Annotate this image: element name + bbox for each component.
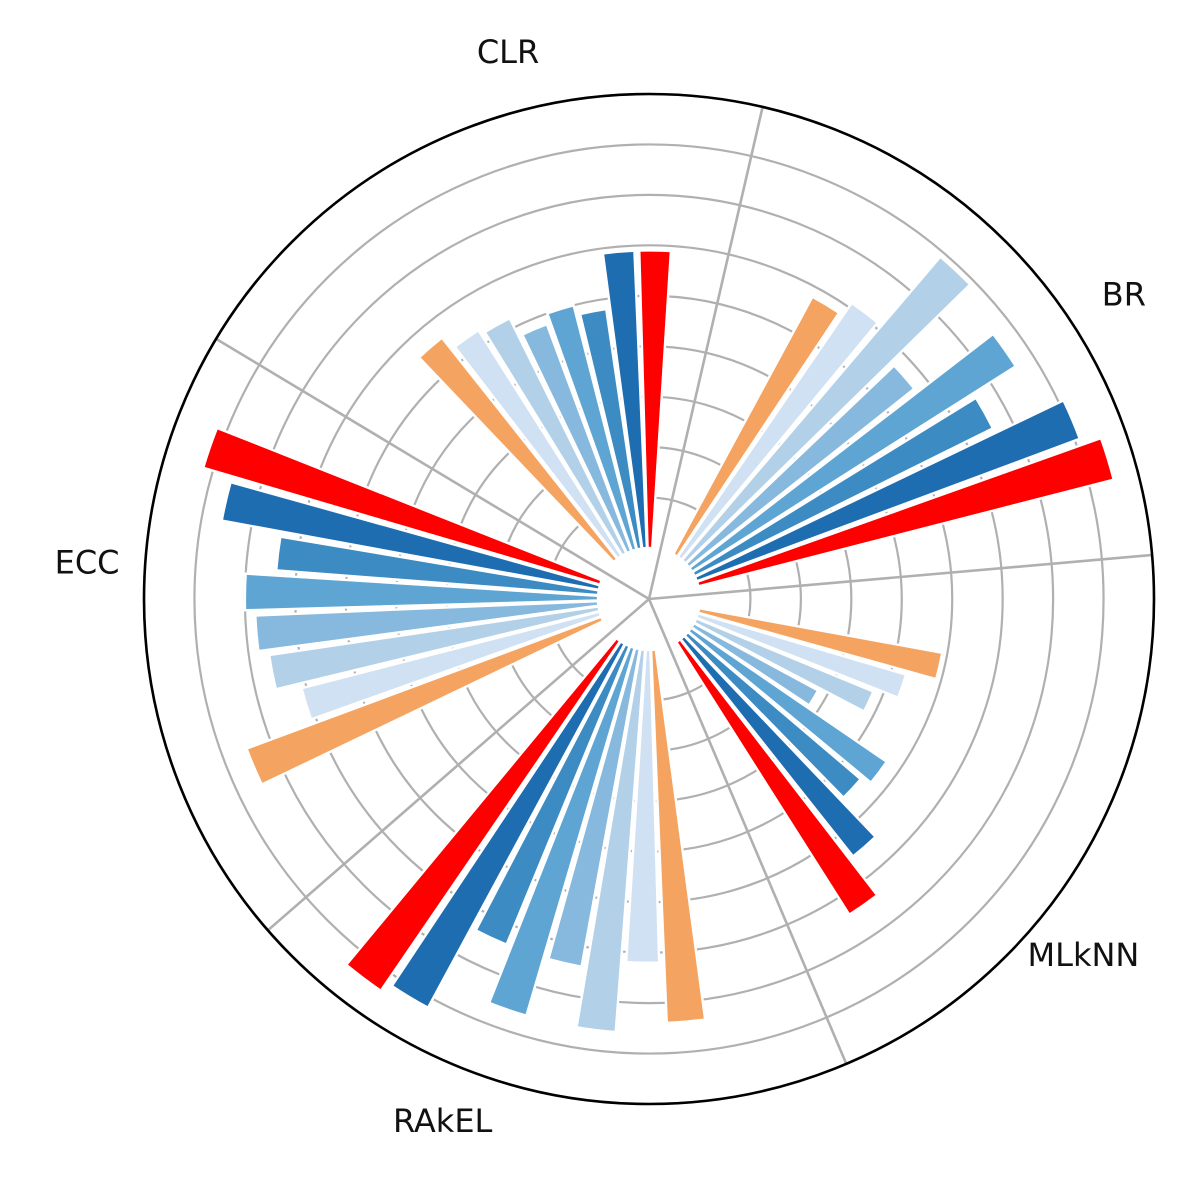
bar-rakel-6	[575, 647, 647, 1034]
bar-ecc-4	[243, 572, 600, 612]
bar-br-2	[693, 398, 1082, 583]
group-label-ecc: ECC	[55, 544, 120, 582]
group-label-mlknn: MLkNN	[1028, 936, 1140, 974]
bar-clr-5	[520, 322, 633, 555]
bar-rakel-2	[390, 639, 627, 1010]
group-label-rakel: RAkEL	[393, 1102, 493, 1140]
bar-mlknn-7	[694, 611, 908, 700]
bar-clr-3	[578, 307, 643, 551]
bar-rakel-7	[624, 648, 661, 964]
bar-ecc-6	[267, 605, 601, 691]
bar-br-4	[687, 332, 1018, 574]
bar-ecc-5	[254, 599, 600, 653]
bars	[201, 249, 1116, 1034]
bar-ecc-7	[300, 610, 603, 721]
bar-rakel-4	[487, 644, 637, 1018]
bar-rakel-3	[474, 642, 632, 947]
bar-rakel-5	[546, 646, 642, 969]
sector-separator	[648, 553, 1153, 601]
group-label-clr: CLR	[477, 33, 539, 71]
polar-frame	[142, 92, 1156, 1106]
bar-clr-4	[545, 303, 638, 553]
bar-mlknn-8	[696, 606, 944, 681]
bar-br-1	[695, 436, 1116, 588]
bar-mlknn-5	[689, 621, 820, 708]
bar-ecc-2	[220, 480, 602, 592]
group-labels: BR CLR ECC RAkEL MLkNN	[55, 33, 1146, 1140]
bar-clr-2	[601, 249, 649, 550]
bar-ecc-3	[274, 535, 601, 597]
sector-separator	[267, 598, 650, 932]
bar-br-5	[684, 363, 916, 570]
bar-mlknn-2	[678, 634, 878, 859]
bar-ecc-8	[245, 615, 605, 787]
bar-mlknn-6	[692, 616, 875, 714]
group-separators	[215, 106, 1153, 1065]
sector-separator	[215, 337, 650, 601]
bar-mlknn-1	[674, 637, 879, 917]
bar-br-6	[680, 254, 972, 566]
bar-clr-6	[483, 316, 628, 558]
bar-rakel-8	[649, 648, 707, 1025]
group-label-br: BR	[1102, 276, 1146, 314]
bar-mlknn-3	[682, 630, 863, 800]
bar-clr-1	[638, 249, 673, 550]
bar-br-8	[671, 295, 841, 559]
bar-clr-8	[417, 335, 620, 564]
bar-ecc-1	[201, 426, 604, 587]
sector-separator	[647, 598, 848, 1065]
bar-rakel-1	[344, 636, 622, 993]
bar-br-7	[676, 301, 880, 562]
bar-mlknn-4	[686, 626, 889, 785]
grid-ring	[193, 143, 1105, 1055]
sector-separator	[647, 106, 764, 600]
bar-clr-7	[453, 328, 624, 561]
bar-br-3	[690, 396, 995, 578]
